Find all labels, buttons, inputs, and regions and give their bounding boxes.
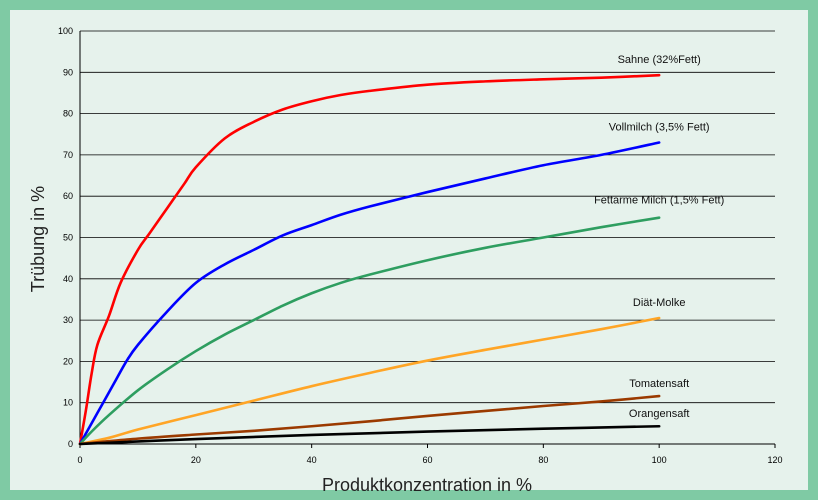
x-tick-label: 100	[652, 455, 667, 465]
gridlines	[80, 30, 775, 404]
x-tick-label: 40	[307, 455, 317, 465]
y-tick-label: 40	[63, 274, 73, 284]
y-tick-labels: 0 10 20 30 40 50 60 70 80 90 100	[58, 26, 73, 449]
x-axis-title: Produktkonzentration in %	[322, 475, 532, 495]
series-line-vollmilch-3-5-fett	[78, 141, 661, 446]
y-tick-label: 20	[63, 356, 73, 366]
x-tick-label: 120	[767, 455, 782, 465]
y-tick-label: 30	[63, 315, 73, 325]
y-tick-label: 80	[63, 109, 73, 119]
y-tick-label: 0	[68, 439, 73, 449]
y-tick-label: 10	[63, 398, 73, 408]
series-label-tomatensaft: Tomatensaft	[629, 378, 689, 390]
y-tick-label: 50	[63, 233, 73, 243]
series-label-di-t-molke: Diät-Molke	[633, 297, 686, 309]
axes	[79, 31, 776, 448]
series-line-sahne-32-fett	[78, 73, 661, 446]
x-tick-label: 80	[538, 455, 548, 465]
x-tick-labels: 0 20 40 60 80 100 120	[77, 455, 782, 465]
series-label-fettarme-milch-1-5-fett: Fettarme Milch (1,5% Fett)	[594, 195, 724, 207]
x-tick-label: 0	[77, 455, 82, 465]
series-label-vollmilch-3-5-fett: Vollmilch (3,5% Fett)	[609, 122, 710, 134]
y-tick-label: 70	[63, 150, 73, 160]
y-tick-label: 100	[58, 26, 73, 36]
series-line-orangensaft	[78, 424, 661, 446]
series-labels: Sahne (32%Fett) Vollmilch (3,5% Fett) Fett…	[594, 54, 724, 420]
series-label-orangensaft: Orangensaft	[629, 408, 690, 420]
series-line-tomatensaft	[78, 394, 661, 446]
series-label-sahne-32-fett: Sahne (32%Fett)	[618, 54, 701, 66]
x-tick-label: 20	[191, 455, 201, 465]
y-tick-label: 60	[63, 191, 73, 201]
series-lines	[78, 73, 661, 446]
series-line-di-t-molke	[78, 316, 661, 446]
series-line-fettarme-milch-1-5-fett	[78, 216, 661, 446]
x-tick-label: 60	[422, 455, 432, 465]
y-axis-title: Trübung in %	[28, 186, 48, 292]
y-tick-label: 90	[63, 67, 73, 77]
